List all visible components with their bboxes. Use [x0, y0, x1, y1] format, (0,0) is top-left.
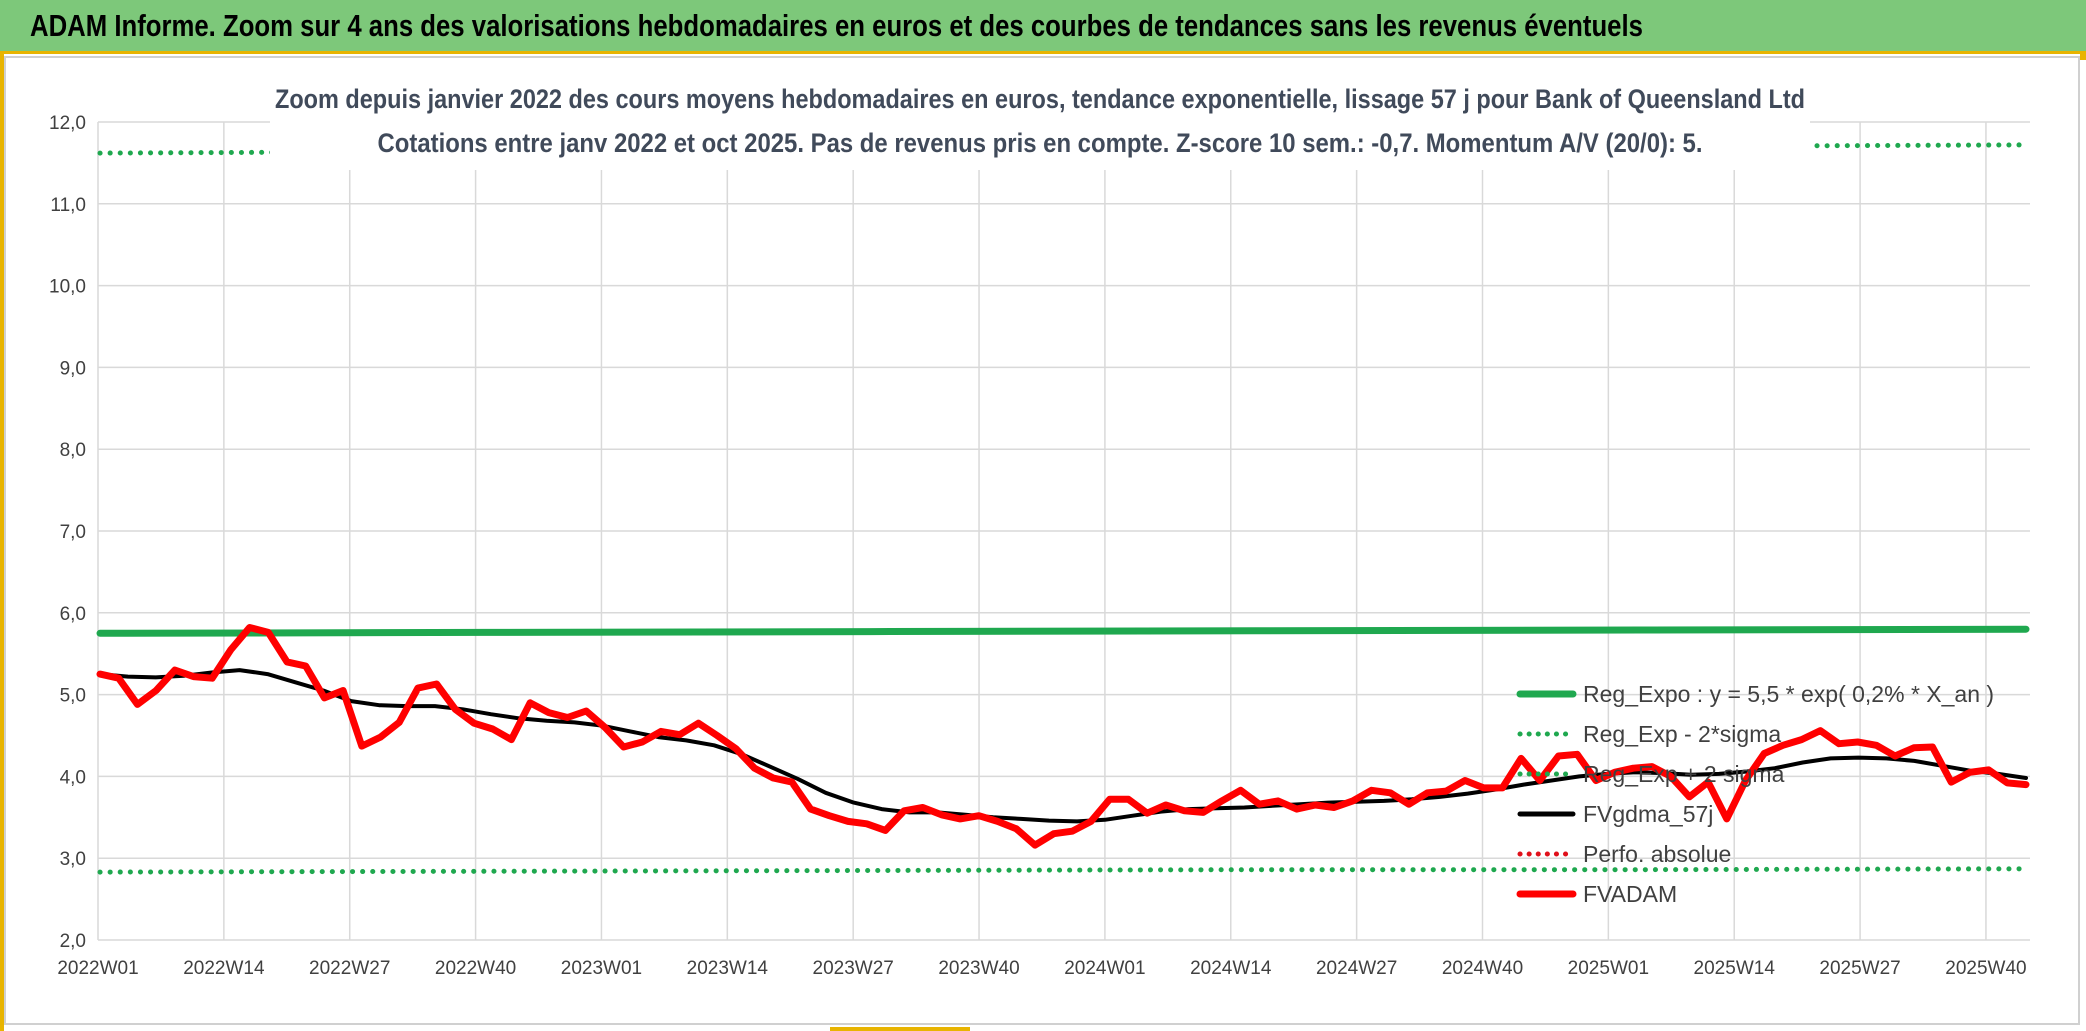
y-tick-label: 9,0 — [60, 358, 86, 379]
legend-label: Reg_Exp - 2*sigma — [1583, 721, 1781, 747]
chart-title: Zoom depuis janvier 2022 des cours moyen… — [275, 84, 1805, 114]
chart-legend: Reg_Expo : y = 5,5 * exp( 0,2% * X_an ) R… — [1516, 681, 1994, 907]
x-tick-label: 2023W01 — [561, 958, 642, 979]
x-tick-label: 2025W01 — [1568, 958, 1649, 979]
y-tick-label: 3,0 — [60, 849, 86, 870]
chart-axes: 2,0 3,0 4,0 5,0 6,0 7,0 8,0 9,0 10,0 11,0 12,0 2022… — [49, 113, 2027, 979]
legend-label: FVADAM — [1583, 881, 1677, 907]
x-tick-label: 2023W27 — [813, 958, 894, 979]
y-tick-label: 10,0 — [49, 277, 86, 298]
report-banner: ADAM Informe. Zoom sur 4 ans des valoris… — [0, 0, 2086, 54]
chart-grid — [97, 121, 2030, 941]
report-title: ADAM Informe. Zoom sur 4 ans des valoris… — [30, 8, 1643, 43]
right-edge-accent — [2080, 54, 2086, 60]
x-tick-label: 2022W40 — [435, 958, 516, 979]
title-background — [270, 80, 1810, 170]
x-tick-label: 2024W01 — [1064, 958, 1145, 979]
x-tick-label: 2023W14 — [687, 958, 769, 979]
y-tick-label: 2,0 — [60, 931, 86, 952]
x-tick-label: 2025W27 — [1819, 958, 1900, 979]
x-tick-label: 2025W40 — [1945, 958, 2026, 979]
legend-label: Perfo. absolue — [1583, 841, 1731, 867]
legend-label: FVgdma_57j — [1583, 801, 1713, 827]
y-tick-label: 7,0 — [60, 522, 86, 543]
y-tick-label: 12,0 — [49, 113, 86, 134]
legend-label: Reg_Expo : y = 5,5 * exp( 0,2% * X_an ) — [1583, 681, 1994, 707]
x-tick-label: 2024W14 — [1190, 958, 1272, 979]
y-tick-label: 6,0 — [60, 604, 86, 625]
x-tick-label: 2022W01 — [57, 958, 138, 979]
left-edge-accent — [0, 0, 4, 1031]
y-tick-label: 4,0 — [60, 767, 86, 788]
y-tick-label: 5,0 — [60, 686, 86, 707]
series-line-0 — [96, 625, 2030, 637]
x-tick-label: 2024W40 — [1442, 958, 1523, 979]
x-tick-label: 2025W14 — [1694, 958, 1776, 979]
x-tick-label: 2023W40 — [938, 958, 1019, 979]
series-line-3 — [98, 668, 2028, 824]
chart-subtitle: Cotations entre janv 2022 et oct 2025. P… — [378, 128, 1703, 158]
x-tick-label: 2024W27 — [1316, 958, 1397, 979]
legend-label: Reg_Exp + 2 sigma — [1583, 761, 1785, 787]
y-tick-label: 8,0 — [60, 440, 86, 461]
chart-frame — [4, 56, 2080, 1025]
x-tick-label: 2022W14 — [183, 958, 265, 979]
series-line-5 — [96, 624, 2030, 849]
y-tick-label: 11,0 — [50, 195, 86, 216]
x-tick-label: 2022W27 — [309, 958, 390, 979]
series-line-1 — [97, 866, 2029, 875]
bottom-accent — [830, 1027, 970, 1031]
